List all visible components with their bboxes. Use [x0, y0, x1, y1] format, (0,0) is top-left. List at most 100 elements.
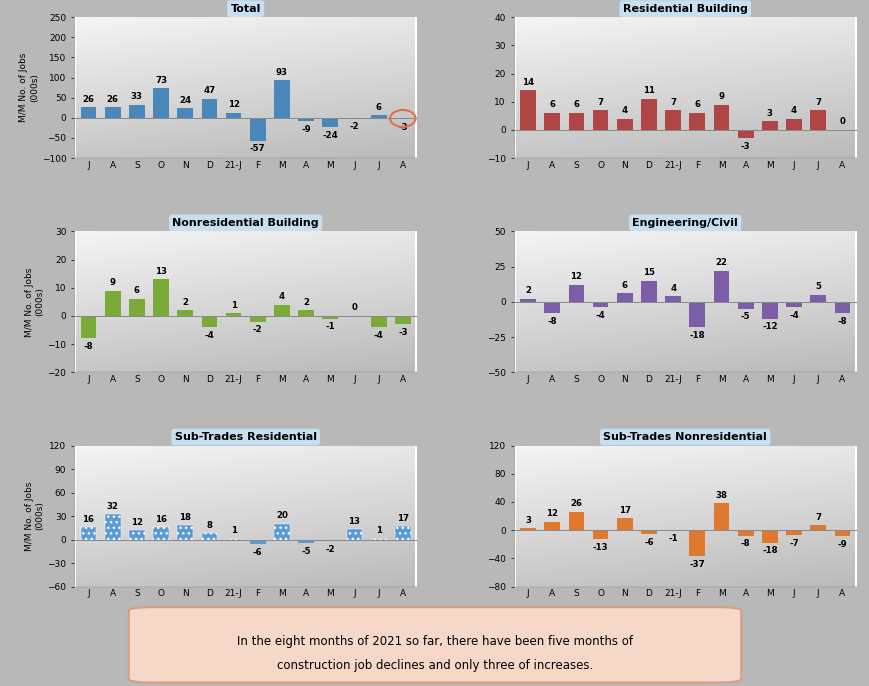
Text: -6: -6 [643, 538, 653, 547]
Text: 4: 4 [669, 284, 675, 293]
Bar [202, 99, 217, 118]
Text: 7: 7 [814, 97, 820, 106]
Text: -3: -3 [398, 123, 408, 132]
Text: -4: -4 [374, 331, 383, 340]
Bar [688, 302, 705, 327]
Bar [395, 526, 410, 540]
Text: 6: 6 [375, 103, 381, 112]
Text: In the eight months of 2021 so far, there have been five months of: In the eight months of 2021 so far, ther… [236, 635, 633, 648]
Bar [274, 80, 289, 118]
Bar [177, 310, 193, 316]
Text: 7: 7 [814, 512, 820, 521]
Text: 3: 3 [524, 515, 530, 525]
Text: 24: 24 [179, 95, 191, 105]
Text: -24: -24 [322, 131, 338, 140]
Text: 16: 16 [83, 514, 95, 523]
Bar [665, 296, 680, 302]
Bar [395, 316, 410, 324]
Bar [370, 316, 386, 327]
Bar [322, 540, 338, 541]
Text: 33: 33 [130, 92, 143, 101]
Text: -2: -2 [325, 545, 335, 554]
Bar [809, 525, 826, 530]
Bar [568, 285, 584, 302]
Text: -4: -4 [204, 331, 214, 340]
Bar [322, 316, 338, 319]
Bar [395, 118, 410, 119]
Bar [761, 530, 777, 543]
Text: 9: 9 [109, 278, 116, 287]
Text: 1: 1 [230, 526, 236, 535]
Bar [761, 302, 777, 319]
Bar [202, 316, 217, 327]
Text: 6: 6 [621, 281, 627, 290]
Bar [737, 302, 753, 309]
Bar [298, 118, 314, 121]
Text: -3: -3 [398, 328, 408, 337]
Bar [737, 130, 753, 139]
Bar [346, 118, 362, 119]
Bar [544, 521, 560, 530]
Text: -9: -9 [837, 540, 846, 549]
Title: Sub-Trades Nonresidential: Sub-Trades Nonresidential [603, 432, 766, 442]
Title: Residential Building: Residential Building [622, 3, 746, 14]
Y-axis label: M/M No. of Jobs
(000s): M/M No. of Jobs (000s) [25, 482, 44, 551]
Bar [833, 302, 849, 313]
Text: 5: 5 [814, 282, 820, 292]
Bar [153, 527, 169, 540]
Bar [346, 530, 362, 540]
Text: -9: -9 [301, 125, 310, 134]
Bar [568, 512, 584, 530]
Bar [616, 518, 632, 530]
Text: 32: 32 [107, 502, 118, 511]
Text: -37: -37 [688, 560, 705, 569]
Bar [761, 121, 777, 130]
Bar [104, 107, 121, 118]
Bar [81, 107, 96, 118]
Text: 18: 18 [179, 513, 191, 522]
Text: 6: 6 [548, 100, 554, 110]
Text: 14: 14 [521, 78, 534, 87]
Text: -18: -18 [689, 331, 705, 340]
Text: 93: 93 [275, 68, 288, 77]
Title: Total: Total [230, 3, 261, 14]
Text: 2: 2 [302, 298, 308, 307]
Bar [737, 530, 753, 536]
Text: 12: 12 [570, 272, 581, 281]
Text: -7: -7 [788, 539, 798, 547]
Text: 2: 2 [182, 298, 188, 307]
Text: -5: -5 [301, 547, 310, 556]
Text: -2: -2 [349, 122, 359, 131]
Text: 0: 0 [351, 303, 357, 312]
Bar [544, 113, 560, 130]
Bar [225, 539, 242, 540]
Text: 17: 17 [618, 506, 630, 514]
Text: 20: 20 [275, 511, 288, 521]
Text: 7: 7 [669, 97, 675, 106]
Text: 1: 1 [230, 300, 236, 309]
Bar [249, 540, 265, 544]
Bar [249, 316, 265, 322]
Text: -5: -5 [740, 312, 750, 322]
Text: 73: 73 [155, 76, 167, 85]
Bar [713, 271, 728, 302]
Bar [104, 514, 121, 540]
Bar [177, 108, 193, 118]
Bar [274, 305, 289, 316]
Text: 38: 38 [714, 491, 726, 500]
Bar [809, 110, 826, 130]
Text: 6: 6 [693, 100, 700, 110]
Bar [592, 530, 607, 539]
Bar [520, 528, 535, 530]
Bar [298, 310, 314, 316]
Title: Sub-Trades Residential: Sub-Trades Residential [175, 432, 316, 442]
Bar [177, 525, 193, 540]
Text: -3: -3 [740, 142, 750, 151]
Text: -8: -8 [837, 317, 846, 326]
Bar [104, 291, 121, 316]
Bar [225, 313, 242, 316]
Bar [225, 113, 242, 118]
Bar [665, 530, 680, 531]
Title: Engineering/Civil: Engineering/Civil [632, 218, 737, 228]
Text: -2: -2 [253, 325, 262, 334]
